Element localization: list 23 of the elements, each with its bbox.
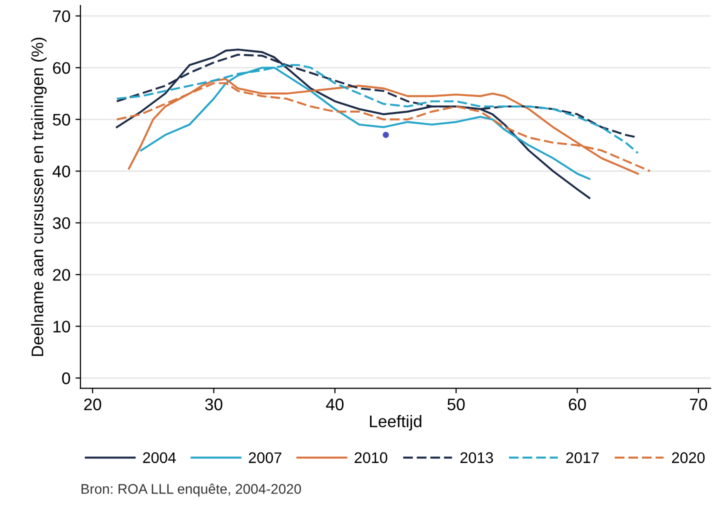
x-tick-label: 20 <box>84 398 102 410</box>
y-tick-label: 40 <box>52 166 70 178</box>
y-tick-label: 60 <box>53 62 70 74</box>
legend-label: 2010 <box>354 452 388 464</box>
x-tick-label: 50 <box>448 398 465 410</box>
x-tick-label: 40 <box>326 398 344 410</box>
x-tick-label: 60 <box>568 398 586 410</box>
x-tick-label: 30 <box>205 398 222 410</box>
y-tick-label: 10 <box>53 320 70 332</box>
x-axis-title: Leeftijd <box>370 415 422 431</box>
y-tick-label: 30 <box>52 217 70 230</box>
legend-label: 2017 <box>566 452 599 464</box>
y-tick-label: 0 <box>62 372 70 384</box>
text: Bron: ROA LLL enquête, 2004-2020 <box>82 484 302 497</box>
x-tick-label: 70 <box>690 398 708 410</box>
y-axis-title: Deelname aan cursussen en trainingen (%) <box>31 38 47 356</box>
legend-label: 2004 <box>143 452 176 464</box>
legend-label: 2007 <box>248 452 282 464</box>
y-tick-label: 70 <box>53 10 70 22</box>
legend-label: 2020 <box>672 452 705 464</box>
y-tick-label: 20 <box>53 268 70 281</box>
legend-label: 2013 <box>460 452 493 464</box>
y-tick-label: 50 <box>52 114 70 126</box>
